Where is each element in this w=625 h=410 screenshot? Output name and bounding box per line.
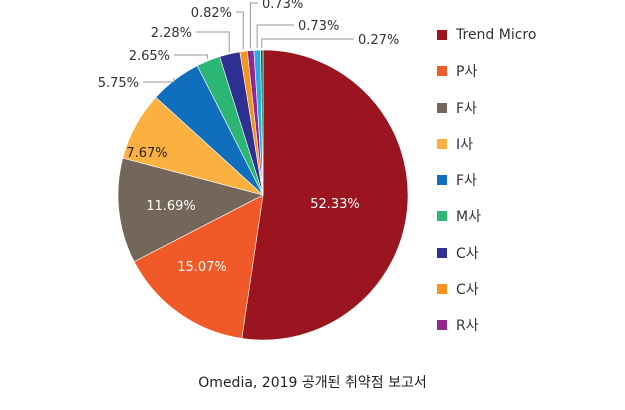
legend-swatch — [437, 102, 447, 113]
leader-line — [196, 31, 230, 52]
legend-label: C사 — [456, 245, 479, 262]
leader-line — [249, 2, 258, 49]
data-label: 0.82% — [191, 6, 232, 21]
legend-label: C사 — [456, 282, 479, 299]
leader-line — [261, 38, 354, 49]
legend-swatch — [437, 211, 447, 222]
legend-item: I사 — [437, 129, 536, 159]
legend-swatch — [437, 247, 447, 258]
legend-swatch — [437, 284, 447, 295]
legend-label: R사 — [456, 318, 479, 335]
pie-slice — [133, 194, 264, 339]
legend-swatch — [437, 30, 447, 40]
data-label: 52.33% — [310, 197, 360, 212]
legend-swatch — [437, 175, 447, 186]
legend-label: M사 — [456, 209, 481, 226]
legend-item: M사 — [437, 201, 536, 231]
legend: Trend Micro P사 F사 I사 F사 M사 C사 C사 R사 — [437, 20, 536, 347]
leader-line — [174, 54, 209, 59]
legend-swatch — [437, 320, 447, 331]
legend-label: I사 — [456, 136, 474, 153]
legend-label: F사 — [456, 173, 477, 190]
legend-item: C사 — [437, 274, 536, 304]
data-label: 2.65% — [129, 49, 170, 64]
data-label: 0.73% — [298, 19, 339, 34]
data-label: 15.07% — [177, 260, 227, 275]
pie-slice — [117, 157, 264, 262]
legend-label: Trend Micro — [456, 27, 537, 43]
legend-item: P사 — [437, 56, 536, 86]
legend-item: R사 — [437, 310, 536, 340]
leader-line — [143, 78, 175, 83]
pie-slice — [241, 49, 409, 341]
legend-label: P사 — [456, 64, 478, 81]
legend-swatch — [437, 66, 447, 77]
pie-slice — [260, 49, 264, 196]
chart-caption: Omedia, 2019 공개된 취약점 보고서 — [198, 375, 427, 391]
legend-swatch — [437, 138, 447, 149]
leader-line — [236, 11, 244, 50]
data-label: 5.75% — [98, 76, 139, 91]
data-label: 0.27% — [358, 33, 399, 48]
leader-line — [256, 24, 294, 49]
legend-item: F사 — [437, 93, 536, 123]
data-label: 2.28% — [151, 26, 192, 41]
legend-item: C사 — [437, 238, 536, 268]
data-label: 0.73% — [262, 0, 303, 12]
data-label: 7.67% — [126, 146, 167, 161]
legend-item: Trend Micro — [437, 20, 536, 50]
legend-label: F사 — [456, 100, 477, 117]
data-label: 11.69% — [146, 199, 196, 214]
legend-item: F사 — [437, 165, 536, 195]
